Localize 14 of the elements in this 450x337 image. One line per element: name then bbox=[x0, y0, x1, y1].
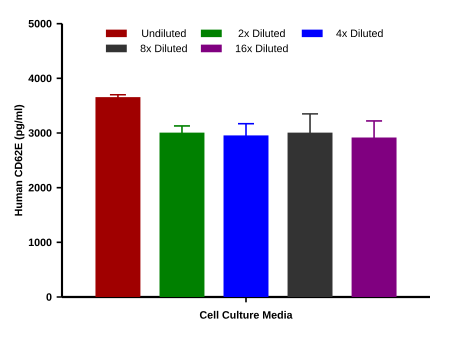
y-tick-label: 1000 bbox=[28, 238, 52, 246]
y-axis-title: Human CD62E (pg/ml) bbox=[14, 104, 24, 216]
y-tick-label: 4000 bbox=[28, 74, 52, 82]
legend-label: 4x Diluted bbox=[336, 29, 383, 38]
bar bbox=[95, 97, 140, 297]
legend-label: 2x Diluted bbox=[238, 29, 285, 38]
y-tick-label: 0 bbox=[46, 293, 52, 301]
legend-label: 8x Diluted bbox=[140, 44, 187, 52]
x-axis-title: Cell Culture Media bbox=[200, 310, 293, 319]
y-tick-label: 5000 bbox=[28, 20, 52, 28]
legend-label: 16x Diluted bbox=[236, 44, 288, 52]
legend-label: Undiluted bbox=[142, 29, 186, 38]
y-tick-label: 2000 bbox=[28, 184, 52, 192]
y-tick-label: 3000 bbox=[28, 129, 52, 137]
